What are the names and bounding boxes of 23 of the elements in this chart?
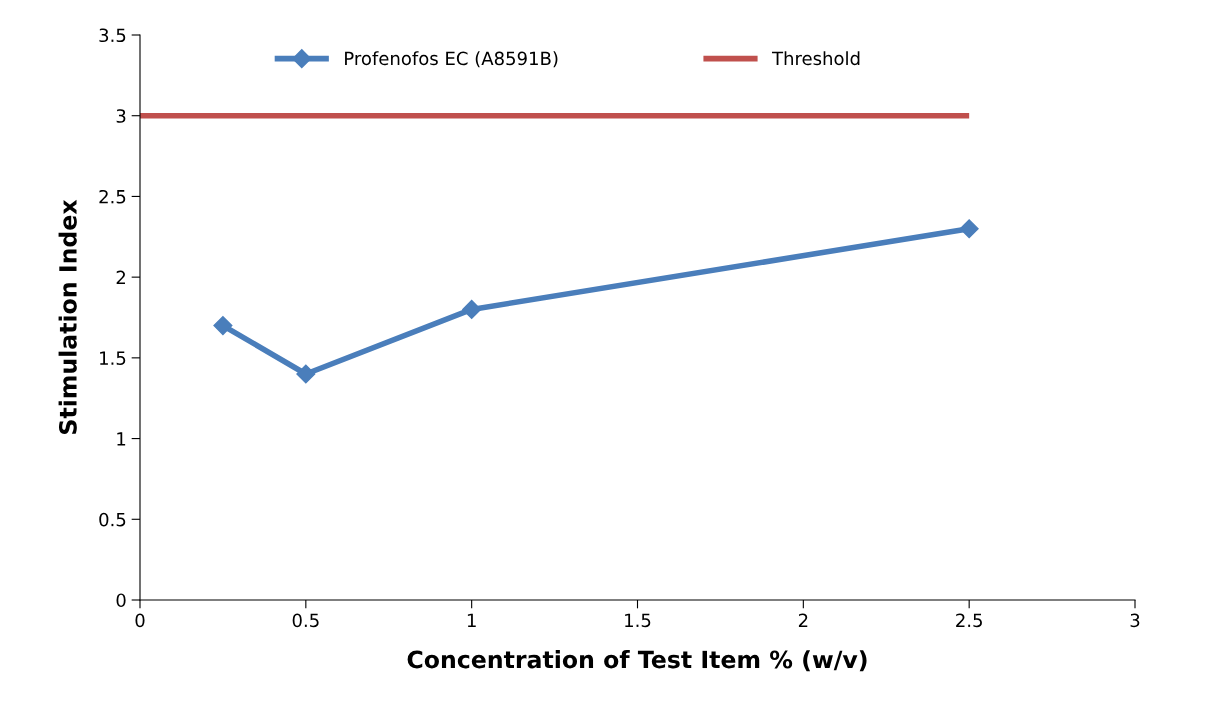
y-tick-label: 3: [116, 109, 126, 123]
point: [296, 364, 316, 384]
point: [462, 299, 482, 319]
y-tick-label: 3.5: [99, 28, 126, 43]
x-tick-label: 1.5: [625, 613, 651, 628]
y-tick-label: 1: [117, 432, 126, 446]
x-axis-title: Concentration of Test Item % (w/v): [407, 650, 867, 672]
y-tick-label: 0: [116, 593, 126, 608]
x-tick-label: 0.5: [292, 613, 319, 628]
legend-label: Threshold: [771, 51, 860, 66]
y-tick-label: 1.5: [100, 351, 126, 365]
x-tick-label: 2.5: [956, 613, 982, 628]
y-tick-label: 0.5: [99, 512, 126, 527]
y-tick-label: 2: [116, 270, 125, 284]
legend-label: Profenofos EC (A8591B): [345, 51, 558, 68]
x-tick-label: 0: [135, 613, 145, 628]
y-axis-title: Stimulation Index: [58, 199, 77, 434]
point: [959, 219, 979, 239]
point: [213, 316, 233, 336]
x-tick-label: 2: [798, 613, 808, 627]
y-tick-label: 2.5: [99, 189, 126, 204]
x-tick-label: 3: [1130, 613, 1140, 628]
x-tick-label: 1: [467, 613, 476, 627]
